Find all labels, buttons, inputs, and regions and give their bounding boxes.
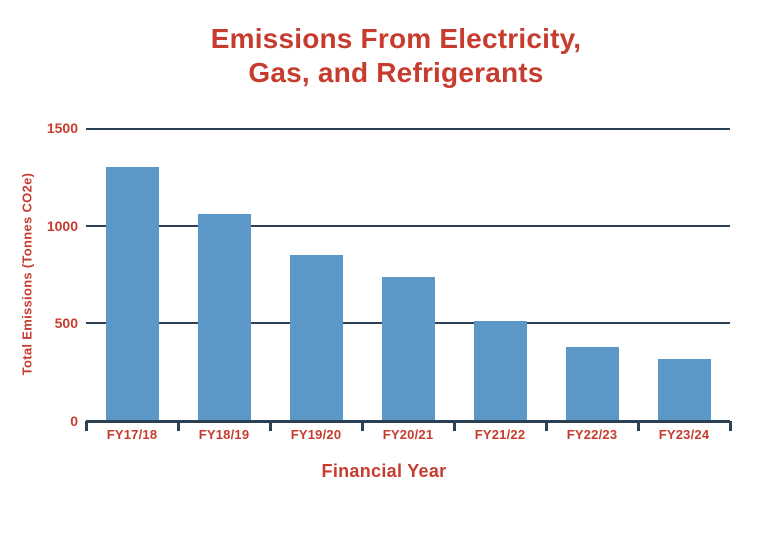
bar-fy22-23 [565,346,619,421]
gridline-1000 [86,224,730,227]
x-tick-label-fy19-20: FY19/20 [290,427,342,442]
x-axis-tick-2 [268,421,272,431]
bar-fy19-20 [289,254,343,421]
bar-fy18-19 [197,213,251,421]
x-tick-label-fy18-19: FY18/19 [198,427,250,442]
bar-fy17-18 [105,167,159,421]
x-axis-tick-1 [176,421,180,431]
x-axis-tick-0 [84,421,88,431]
chart-title-line-2: Gas, and Refrigerants [248,57,544,88]
y-tick-label-0: 0 [70,413,78,429]
bar-fy20-21 [381,277,435,421]
x-axis-title: Financial Year [321,461,447,481]
x-axis-tick-3 [360,421,364,431]
x-axis-tick-5 [544,421,548,431]
y-tick-label-1000: 1000 [46,217,78,234]
x-axis-line [86,420,730,423]
plot-area [86,128,730,423]
x-tick-label-fy22-23: FY22/23 [566,427,618,442]
x-tick-label-fy23-24: FY23/24 [658,427,710,442]
gridline-1500 [86,128,730,130]
y-tick-label-500: 500 [54,315,78,332]
bar-fy21-22 [473,321,527,421]
chart-title: Emissions From Electricity, Gas, and Ref… [28,22,764,90]
y-axis-title: Total Emissions (Tonnes CO2e) [19,172,35,376]
bar-fy23-24 [657,358,711,421]
x-axis-tick-6 [636,421,640,431]
x-tick-label-fy20-21: FY20/21 [382,427,434,442]
x-tick-label-fy21-22: FY21/22 [474,427,526,442]
x-tick-label-fy17-18: FY17/18 [106,427,158,442]
y-tick-label-1500: 1500 [46,120,78,136]
x-axis-tick-4 [452,421,456,431]
x-axis-tick-7 [728,421,732,431]
chart-title-line-1: Emissions From Electricity, [210,23,582,54]
